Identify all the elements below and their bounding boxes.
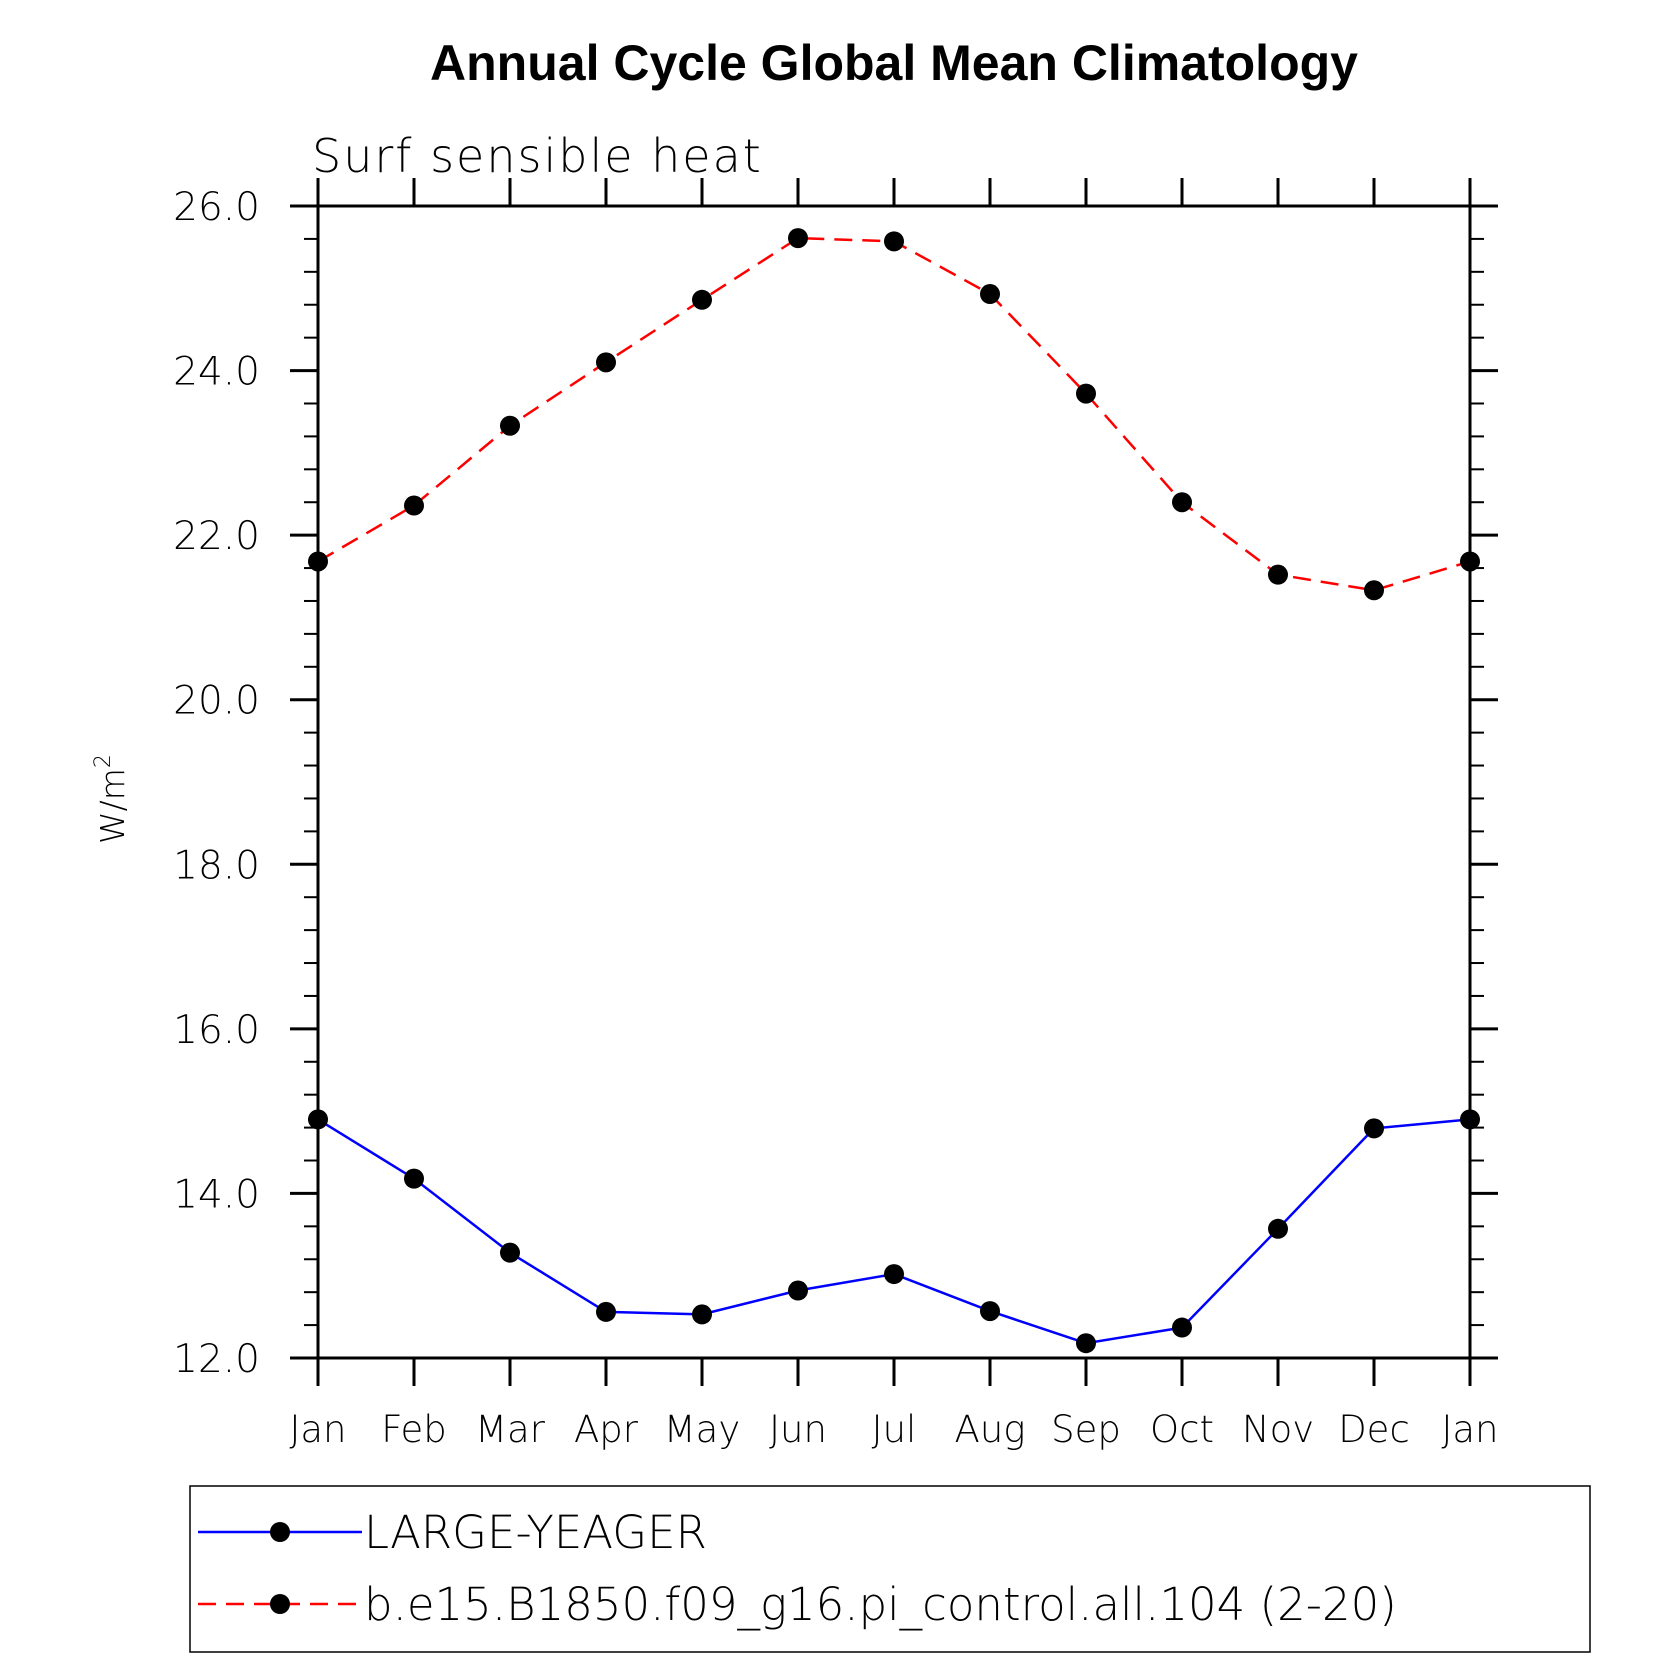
data-point [692, 289, 712, 310]
data-point [980, 284, 1000, 305]
y-tick-label: 26.0 [173, 185, 260, 230]
data-point [788, 1280, 808, 1301]
legend: LARGE-YEAGER b.e15.B1850.f09_g16.pi_contr… [189, 1485, 1591, 1653]
x-tick-label: Dec [1338, 1408, 1410, 1451]
y-axis-label: W/m2 [91, 754, 132, 844]
data-point [1364, 1118, 1384, 1139]
y-tick-label: 20.0 [173, 679, 260, 724]
data-point [692, 1304, 712, 1325]
legend-label-1: LARGE-YEAGER [364, 1506, 707, 1559]
data-point [500, 1242, 520, 1263]
x-tick-label: Apr [574, 1408, 639, 1451]
y-tick-label: 12.0 [173, 1337, 260, 1382]
y-tick-label: 14.0 [173, 1172, 260, 1217]
x-tick-label: Jun [769, 1408, 827, 1451]
series-points [308, 228, 1480, 1354]
data-point [1172, 1317, 1192, 1338]
x-tick-label: Feb [381, 1408, 447, 1451]
data-point [1076, 1333, 1096, 1354]
data-point [1268, 1218, 1288, 1239]
x-tick-labels: Jan Feb Mar Apr May Jun Jul Aug Sep Oct Nov Dec Jan [289, 1408, 1498, 1451]
data-point [884, 1264, 904, 1285]
data-point [1268, 564, 1288, 585]
x-tick-label: Jul [872, 1408, 917, 1451]
chart-title: Annual Cycle Global Mean Climatology [430, 35, 1358, 91]
y-axis-label-exponent: 2 [91, 754, 116, 768]
data-point [1172, 492, 1192, 513]
series-line-1 [317, 1118, 1471, 1345]
x-tick-label: Mar [475, 1408, 546, 1451]
x-tick-label: Jan [1441, 1408, 1498, 1451]
data-point [884, 231, 904, 252]
legend-label-2: b.e15.B1850.f09_g16.pi_control.all.104 (… [364, 1578, 1397, 1631]
plot-frame [316, 204, 1472, 1360]
data-point [788, 228, 808, 249]
data-point [500, 415, 520, 436]
data-point [596, 1301, 616, 1322]
x-tick-label: Nov [1242, 1408, 1314, 1451]
series-lines [317, 236, 1471, 1345]
y-tick-label: 22.0 [173, 514, 260, 559]
y-tick-labels: 12.0 14.0 16.0 18.0 20.0 22.0 24.0 26.0 [173, 185, 260, 1382]
x-tick-label: Sep [1051, 1408, 1121, 1451]
series-line-2 [317, 236, 1471, 592]
legend-marker-2 [270, 1594, 290, 1614]
x-tick-label: Aug [955, 1408, 1026, 1451]
data-point [1076, 383, 1096, 404]
chart-subtitle: Surf sensible heat [312, 129, 763, 183]
y-tick-label: 16.0 [173, 1008, 260, 1053]
x-tick-label: Oct [1150, 1408, 1214, 1451]
legend-box [189, 1485, 1591, 1653]
y-tick-label: 18.0 [173, 843, 260, 888]
legend-marker-1 [270, 1522, 290, 1542]
data-point [980, 1301, 1000, 1322]
x-tick-label: May [664, 1408, 741, 1451]
x-tick-label: Jan [289, 1408, 346, 1451]
axis-ticks [290, 178, 1498, 1386]
data-point [404, 1168, 424, 1189]
data-point [1364, 580, 1384, 601]
data-point [596, 352, 616, 373]
y-tick-label: 24.0 [173, 350, 260, 395]
data-point [404, 495, 424, 516]
y-axis-label-unit: W/m [93, 768, 132, 844]
